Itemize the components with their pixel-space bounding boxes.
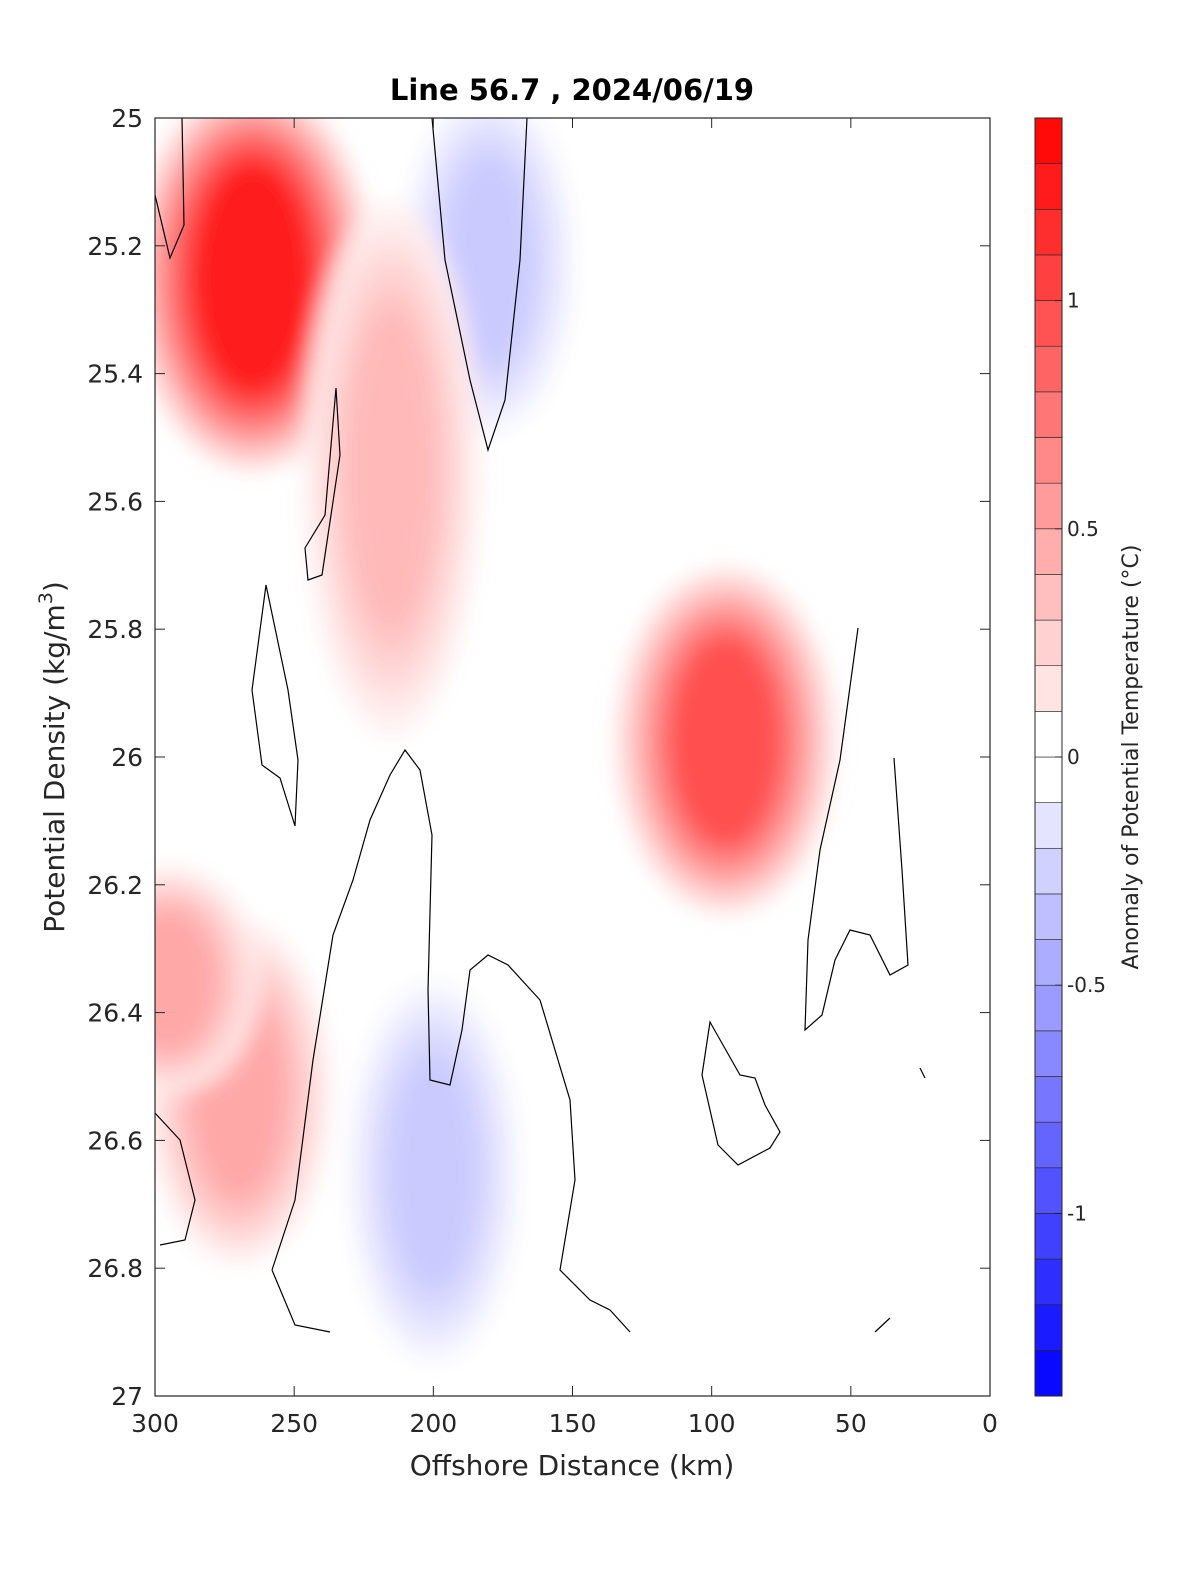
y-tick-label: 27 bbox=[111, 1382, 143, 1411]
y-tick-label: 25.4 bbox=[87, 360, 143, 389]
colorbar-band bbox=[1034, 847, 1063, 895]
anomaly-patch bbox=[446, 158, 532, 366]
colorbar-band bbox=[1034, 391, 1063, 438]
colorbar-tick-label: -1 bbox=[1067, 1201, 1087, 1225]
colorbar-tick-label: -0.5 bbox=[1067, 973, 1106, 997]
colorbar-label: Anomaly of Potential Temperature (°C) bbox=[1119, 545, 1144, 970]
colorbar-band bbox=[1034, 984, 1063, 1032]
y-tick-label: 26.6 bbox=[87, 1126, 143, 1155]
colorbar-tick-label: 0 bbox=[1067, 745, 1080, 769]
colorbar-band bbox=[1034, 1213, 1063, 1260]
x-axis: 300 250 200 150 100 50 0 bbox=[131, 118, 998, 1438]
y-axis-label-superscript: 3 bbox=[35, 592, 57, 604]
colorbar-band bbox=[1034, 482, 1063, 530]
colorbar-band bbox=[1034, 939, 1063, 986]
colorbar-bands bbox=[1034, 117, 1063, 1397]
y-axis-label-end: ) bbox=[38, 581, 71, 592]
colorbar-band bbox=[1034, 893, 1063, 940]
colorbar-ticks: 1 0.5 0 -0.5 -1 bbox=[1055, 289, 1106, 1225]
colorbar-band bbox=[1034, 300, 1063, 347]
x-tick-label: 300 bbox=[131, 1409, 179, 1438]
y-tick-label: 26.2 bbox=[87, 871, 143, 900]
y-tick-label: 25.2 bbox=[87, 232, 143, 261]
y-tick-label: 26.8 bbox=[87, 1254, 143, 1283]
x-tick-label: 100 bbox=[688, 1409, 736, 1438]
anomaly-patch bbox=[155, 911, 215, 1050]
colorbar-band bbox=[1034, 1121, 1063, 1169]
colorbar-band bbox=[1034, 1304, 1063, 1351]
zero-contour-line bbox=[251, 584, 299, 827]
colorbar-band bbox=[1034, 756, 1063, 803]
colorbar-band bbox=[1034, 665, 1063, 712]
x-tick-label: 200 bbox=[409, 1409, 457, 1438]
zero-contour-line bbox=[804, 627, 909, 1032]
zero-contour-line bbox=[874, 1317, 891, 1333]
zero-contour-line bbox=[304, 387, 341, 581]
colorbar-band bbox=[1034, 437, 1063, 484]
colorbar-band bbox=[1034, 574, 1063, 621]
zero-contour-line bbox=[155, 1112, 196, 1246]
y-tick-label: 25.6 bbox=[87, 487, 143, 516]
y-axis-label: Potential Density (kg/m3) bbox=[35, 581, 71, 933]
anomaly-field bbox=[155, 118, 836, 1365]
colorbar-tick-label: 1 bbox=[1067, 289, 1080, 313]
colorbar-band bbox=[1034, 163, 1063, 210]
x-tick-label: 250 bbox=[270, 1409, 318, 1438]
colorbar-band bbox=[1034, 1030, 1063, 1077]
zero-contour-line bbox=[431, 118, 528, 453]
zero-contour-line bbox=[701, 1020, 781, 1166]
anomaly-patch bbox=[390, 1057, 476, 1288]
colorbar-tick-label: 0.5 bbox=[1067, 517, 1099, 541]
y-tick-label: 26.4 bbox=[87, 999, 143, 1028]
colorbar-band bbox=[1034, 528, 1063, 575]
y-tick-label: 25.8 bbox=[87, 615, 143, 644]
zero-contour-line bbox=[155, 118, 185, 260]
x-axis-label: Offshore Distance (km) bbox=[410, 1449, 735, 1482]
colorbar-band bbox=[1034, 345, 1063, 393]
colorbar-band bbox=[1034, 1258, 1063, 1306]
anomaly-patch bbox=[671, 637, 780, 845]
colorbar-band bbox=[1034, 254, 1063, 301]
y-tick-label: 26 bbox=[111, 743, 143, 772]
colorbar-band bbox=[1034, 208, 1063, 256]
y-axis: 25 25.2 25.4 25.6 25.8 26 26.2 26.4 26.6 26.8 27 bbox=[87, 104, 990, 1411]
x-tick-label: 0 bbox=[982, 1409, 998, 1438]
zero-contour-line bbox=[271, 748, 631, 1333]
colorbar-band bbox=[1034, 619, 1063, 667]
x-tick-label: 50 bbox=[835, 1409, 867, 1438]
zero-contour-line bbox=[919, 1067, 926, 1079]
x-tick-label: 150 bbox=[549, 1409, 597, 1438]
colorbar-band bbox=[1034, 1076, 1063, 1123]
chart-title: Line 56.7 , 2024/06/19 bbox=[390, 73, 754, 107]
y-axis-label-text: Potential Density (kg/m bbox=[38, 604, 71, 933]
zero-contours bbox=[155, 118, 926, 1333]
y-tick-label: 25 bbox=[111, 104, 143, 133]
anomaly-patch bbox=[347, 308, 436, 631]
colorbar-band bbox=[1034, 1350, 1063, 1397]
colorbar-band bbox=[1034, 711, 1063, 758]
colorbar-band bbox=[1034, 1167, 1063, 1214]
colorbar-band bbox=[1034, 117, 1063, 164]
colorbar-band bbox=[1034, 802, 1063, 849]
anomaly-patch bbox=[193, 162, 312, 393]
colorbar: 1 0.5 0 -0.5 -1 Anomaly of Potential Tempera… bbox=[1034, 117, 1144, 1397]
